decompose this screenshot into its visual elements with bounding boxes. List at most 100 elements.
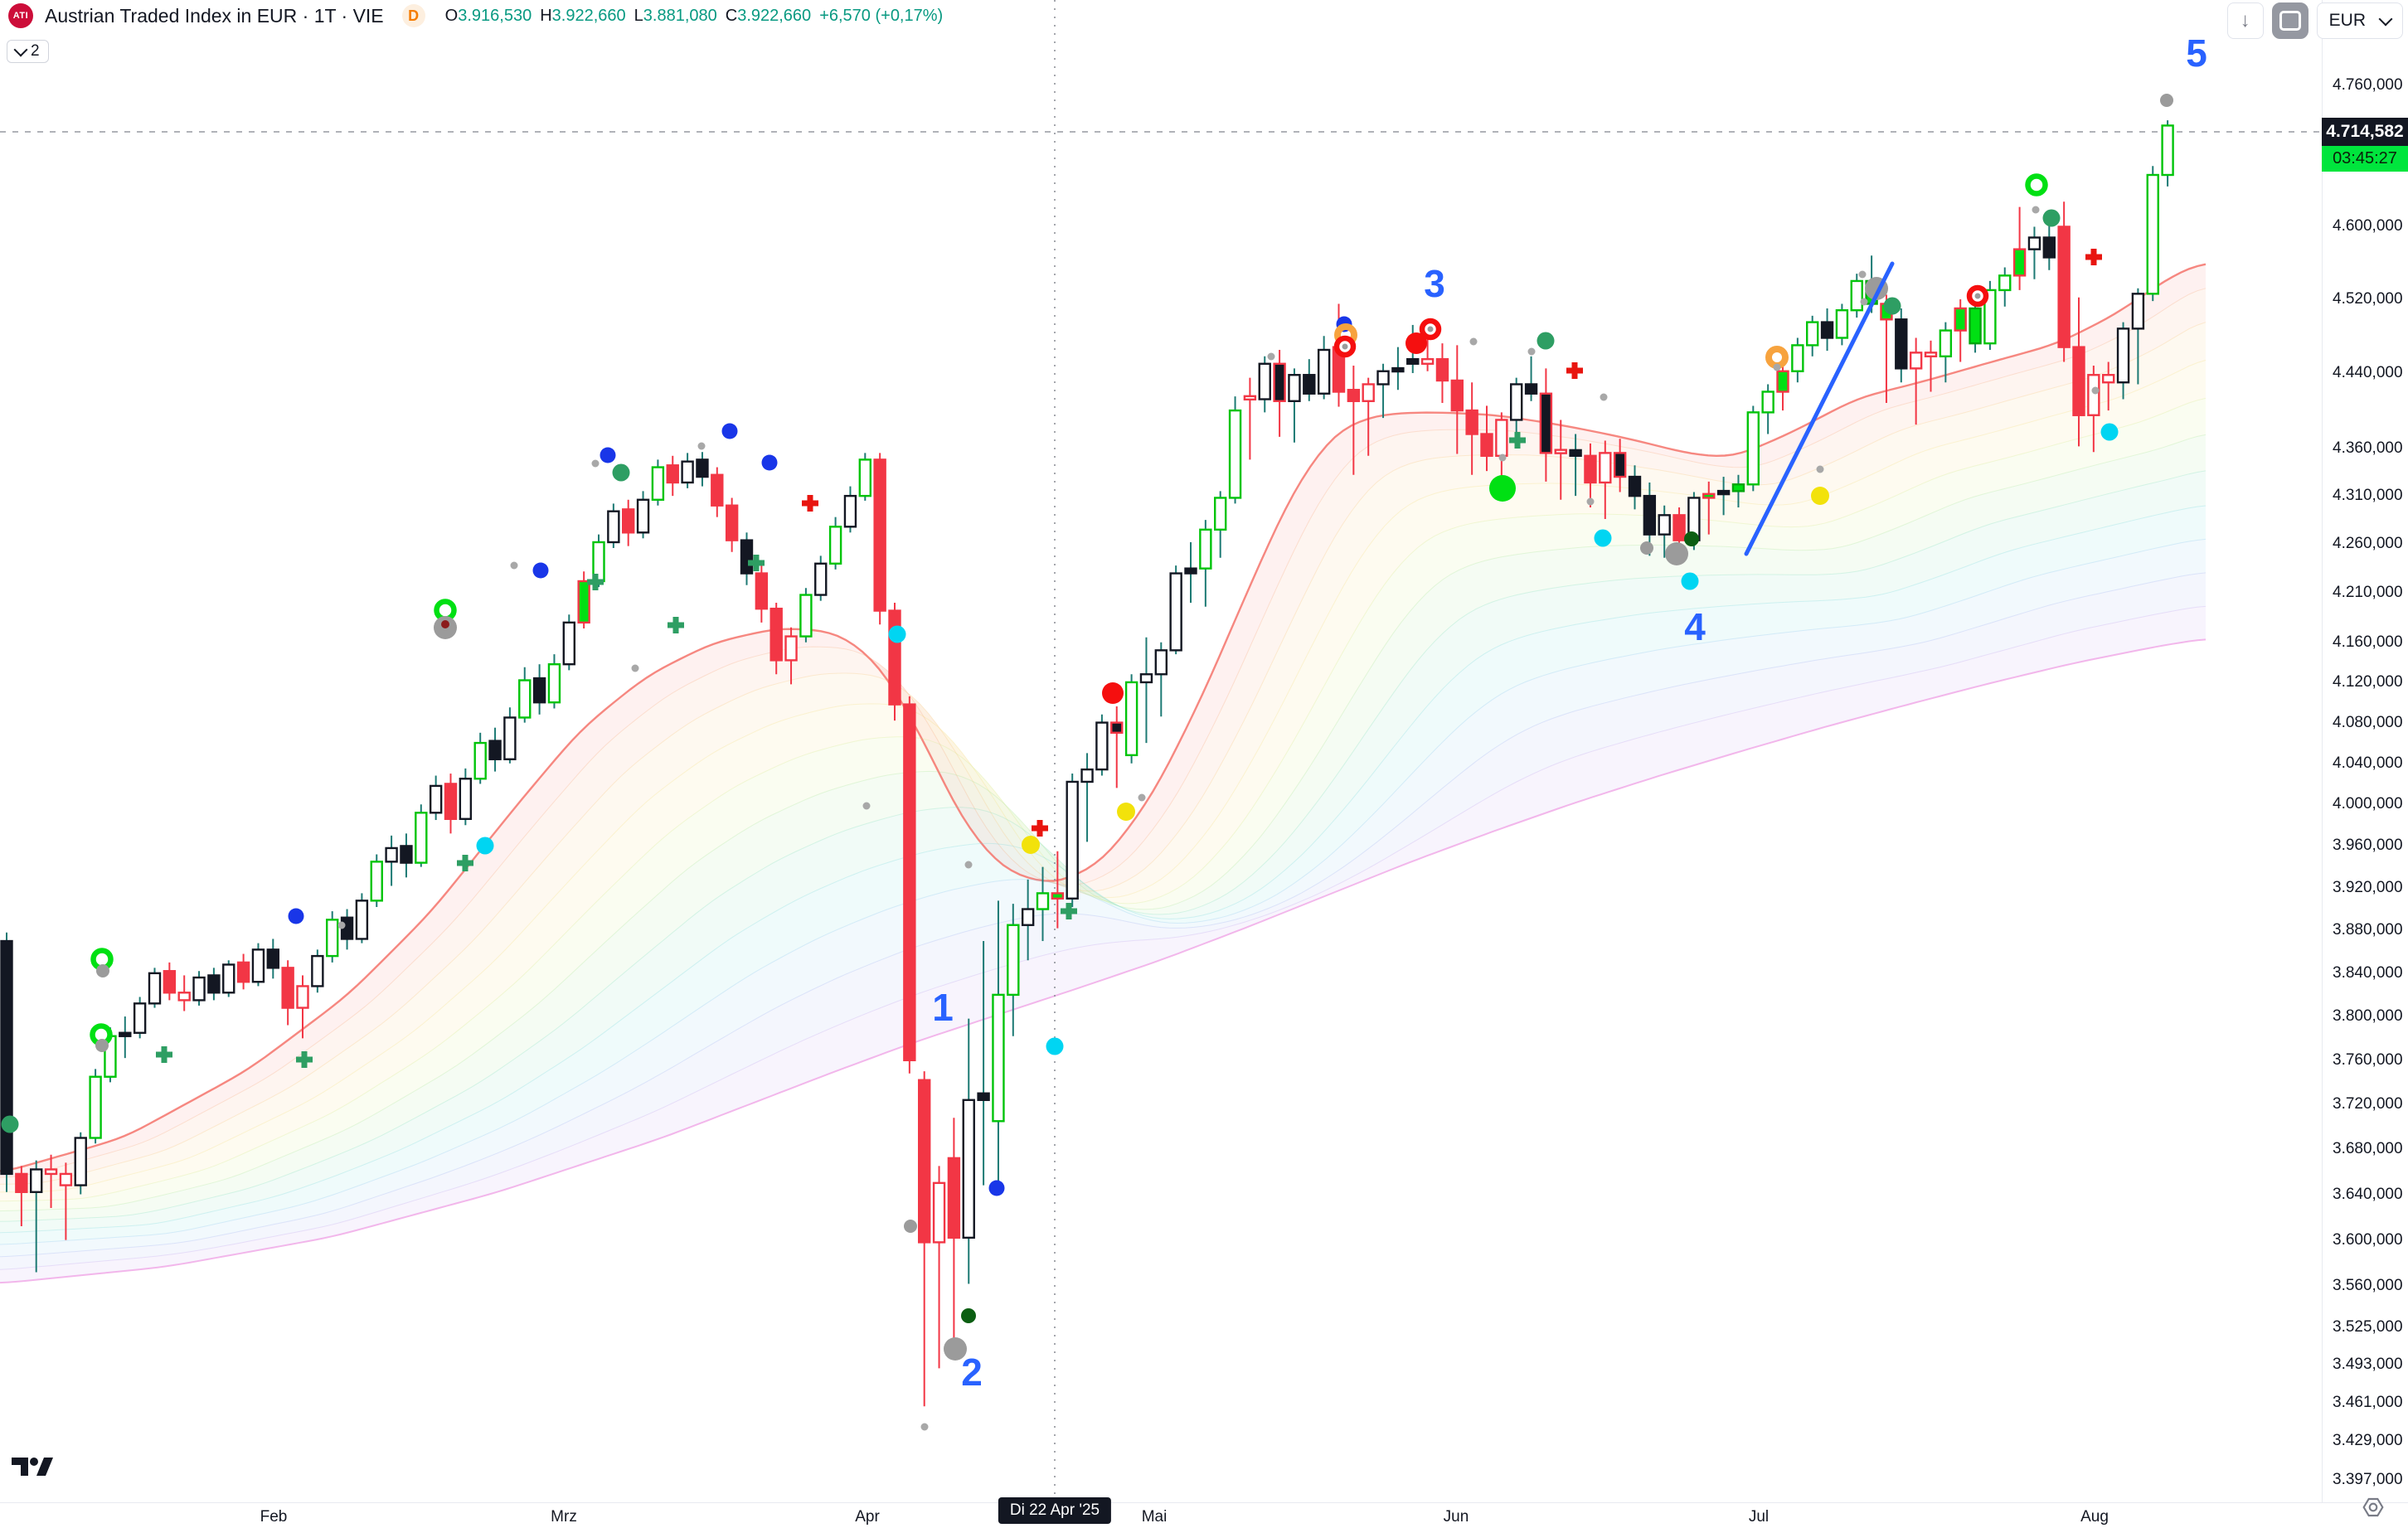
dot-signal-icon: [1405, 332, 1427, 354]
elliott-wave-label[interactable]: 4: [1684, 605, 1706, 648]
candle: [251, 948, 265, 983]
price-tick-label: 3.525,000: [2333, 1318, 2403, 1336]
candle: [518, 679, 532, 719]
dot-signal-icon: [1684, 531, 1699, 546]
dot-signal-icon: [721, 423, 738, 439]
candle: [503, 716, 517, 760]
ohlc-values: O3.916,530 H3.922,660 L3.881,080 C3.922,…: [445, 7, 944, 26]
candle: [1569, 449, 1582, 457]
price-axis[interactable]: 4.760,000 4.600,000 4.520,000 4.440,000 4.36…: [2322, 0, 2408, 1528]
candle: [2042, 236, 2056, 259]
trend-line[interactable]: [1744, 261, 1895, 556]
candle: [1213, 497, 1227, 531]
candle: [1347, 389, 1361, 402]
candle: [1495, 419, 1508, 457]
dot-signal-icon: [476, 837, 494, 855]
indicators-collapse-chip[interactable]: 2: [7, 40, 49, 63]
dot-signal-icon: [904, 1220, 917, 1233]
candle: [2101, 374, 2115, 384]
screenshot-button[interactable]: [2271, 2, 2308, 39]
time-axis[interactable]: Feb Mrz Apr Mai Jun Jul Aug: [0, 1502, 2408, 1528]
dot-signal-icon: [1537, 332, 1555, 350]
candles: [0, 120, 2174, 1407]
candle: [1095, 721, 1109, 771]
dot-signal-icon: [600, 447, 616, 463]
candle: [400, 845, 413, 864]
dot-signal-icon: [1527, 347, 1536, 356]
dot-signal-icon: [761, 454, 778, 471]
candle: [30, 1168, 43, 1193]
candle: [547, 662, 561, 704]
candle: [1007, 924, 1020, 997]
time-tick-label: Mai: [1141, 1508, 1168, 1526]
candle: [1820, 321, 1834, 339]
price-tick-label: 3.640,000: [2333, 1186, 2403, 1203]
candle: [1643, 494, 1657, 536]
dot-signal-icon: [2091, 386, 2100, 395]
price-tick-label: 3.680,000: [2333, 1140, 2403, 1157]
price-tick-label: 3.461,000: [2333, 1394, 2403, 1411]
candle: [562, 621, 575, 666]
dot-signal-icon: [944, 1337, 967, 1361]
candle: [1228, 409, 1242, 499]
dot-signal-icon: [96, 964, 109, 977]
dot-signal-icon: [1594, 529, 1612, 547]
dot-signal-icon: [697, 442, 706, 450]
time-tick-label: Aug: [2080, 1508, 2109, 1526]
plus-signal-icon: [1566, 362, 1583, 379]
elliott-wave-label[interactable]: 1: [932, 986, 954, 1029]
candle: [2072, 346, 2085, 416]
plus-signal-icon: [802, 495, 818, 512]
candle: [1317, 348, 1331, 395]
candle: [1776, 370, 1789, 393]
candle: [1954, 307, 1967, 332]
indicator-count: 2: [31, 42, 40, 60]
dot-signal-icon: [441, 620, 449, 628]
candle: [1124, 681, 1138, 757]
candle: [385, 846, 398, 863]
chevron-down-icon: [2378, 12, 2393, 27]
dot-signal-icon: [1640, 541, 1653, 555]
dot-signal-icon: [920, 1423, 929, 1431]
elliott-wave-label[interactable]: 2: [961, 1351, 983, 1394]
candle: [636, 498, 650, 534]
candle: [236, 961, 250, 983]
candle: [903, 703, 916, 1062]
close-value: 3.922,660: [737, 6, 812, 25]
dot-signal-icon: [591, 459, 600, 468]
scroll-to-recent-button[interactable]: ↓: [2226, 2, 2264, 39]
candle: [696, 458, 709, 478]
price-tick-label: 4.120,000: [2333, 673, 2403, 691]
low-label: L: [634, 6, 643, 25]
elliott-wave-label[interactable]: 5: [2186, 32, 2207, 75]
dot-signal-icon: [1858, 270, 1867, 279]
price-tick-label: 3.720,000: [2333, 1095, 2403, 1113]
ma-ribbon: [0, 263, 2207, 1284]
candle: [784, 635, 798, 662]
candle: [311, 954, 324, 987]
dot-signal-icon: [288, 908, 304, 924]
chevron-down-icon: [13, 42, 28, 57]
currency-dropdown[interactable]: EUR: [2316, 2, 2403, 39]
dot-signal-icon: [964, 861, 973, 869]
candle: [1362, 383, 1375, 402]
candle: [222, 963, 235, 994]
candle: [977, 1092, 990, 1101]
candle: [1599, 452, 1612, 484]
elliott-wave-label[interactable]: 3: [1424, 262, 1445, 305]
candle: [1731, 483, 1745, 492]
candle: [2131, 293, 2145, 330]
candle: [133, 1002, 147, 1034]
candle: [1805, 321, 1819, 347]
candle: [1110, 721, 1124, 735]
symbol-title[interactable]: Austrian Traded Index in EUR · 1T · VIE: [45, 4, 384, 27]
candle: [1199, 528, 1212, 570]
candle: [207, 974, 221, 994]
plus-signal-icon: [296, 1051, 313, 1068]
symbol-logo[interactable]: ATI: [8, 3, 33, 28]
price-tick-label: 4.760,000: [2333, 76, 2403, 94]
plus-signal-icon: [1061, 903, 1077, 919]
ring-signal-icon: [1765, 346, 1789, 369]
delayed-data-badge[interactable]: D: [401, 4, 425, 27]
